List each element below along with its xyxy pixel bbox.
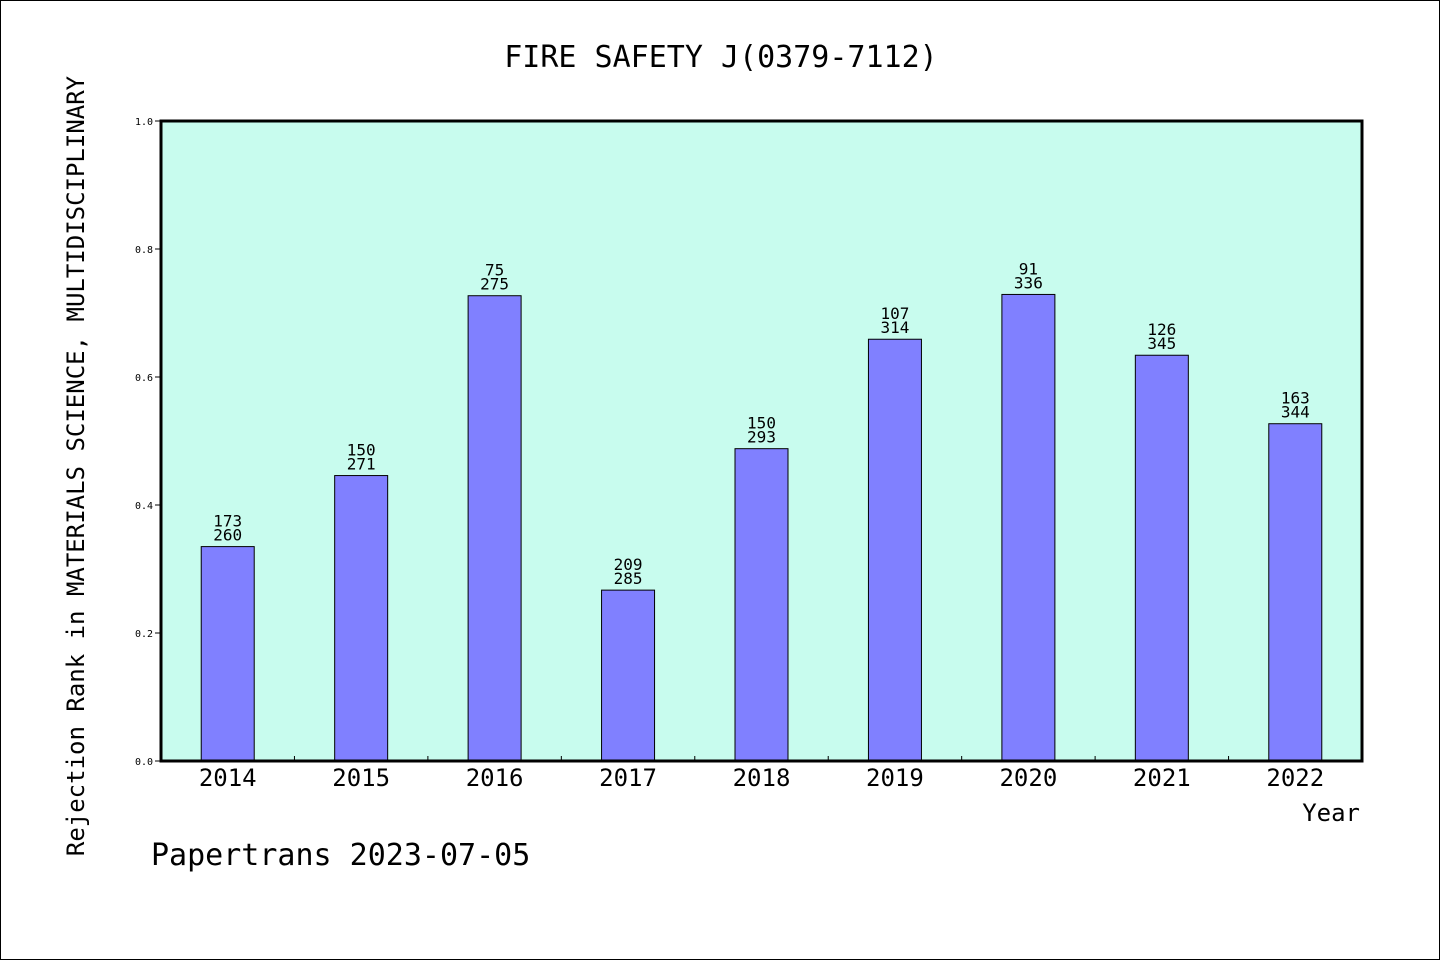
bar	[334, 475, 389, 762]
y-axis-label: Rejection Rank in MATERIALS SCIENCE, MUL…	[62, 75, 90, 856]
data-label-top: 91	[1019, 259, 1038, 278]
data-label-bottom: 275	[480, 275, 509, 294]
x-tick-label: 2019	[866, 764, 924, 792]
data-label-top: 163	[1281, 389, 1310, 408]
x-axis-label: Year	[1302, 799, 1360, 827]
data-label-bottom: 285	[614, 569, 643, 588]
data-label-top: 126	[1147, 320, 1176, 339]
bar	[1001, 293, 1056, 762]
data-label-top: 75	[485, 261, 504, 280]
x-tick-label: 2021	[1133, 764, 1191, 792]
x-tick-label: 2022	[1266, 764, 1324, 792]
x-axis: 2014 2015 2016 2017 2018 2019 2020 2021 2022	[199, 756, 1324, 792]
y-tick-label: 0.8	[135, 245, 153, 256]
y-tick-label: 0.0	[135, 757, 153, 768]
bar	[1268, 423, 1323, 762]
data-label-bottom: 344	[1281, 403, 1310, 422]
data-label-bottom: 293	[747, 428, 776, 447]
bar	[1134, 354, 1189, 762]
data-label-bottom: 314	[880, 318, 909, 337]
plot-frame	[159, 119, 1364, 763]
bar	[734, 448, 789, 762]
x-tick-label: 2017	[599, 764, 657, 792]
x-tick-label: 2015	[332, 764, 390, 792]
footer-credit: Papertrans 2023-07-05	[151, 838, 530, 873]
bars: 1732601502717527520928515029310731491336…	[200, 259, 1323, 762]
x-tick-label: 2018	[733, 764, 791, 792]
y-tick-label: 0.6	[135, 373, 153, 384]
x-tick-label: 2016	[466, 764, 524, 792]
x-tick-label: 2014	[199, 764, 257, 792]
data-label-top: 150	[747, 414, 776, 433]
data-label-top: 107	[880, 304, 909, 323]
data-label-top: 173	[213, 512, 242, 531]
chart-title: FIRE SAFETY J(0379-7112)	[504, 40, 937, 75]
x-tick-label: 2020	[999, 764, 1057, 792]
bar	[467, 295, 522, 762]
data-label-bottom: 345	[1147, 334, 1176, 353]
y-tick-label: 0.4	[135, 501, 153, 512]
y-axis: 0.0 0.2 0.4 0.6 0.8 1.0	[135, 117, 161, 768]
data-label-bottom: 260	[213, 526, 242, 545]
data-label-top: 209	[614, 555, 643, 574]
bar	[601, 589, 656, 762]
bar	[200, 546, 255, 762]
y-tick-label: 0.2	[135, 629, 153, 640]
data-label-bottom: 271	[347, 455, 376, 474]
bar	[867, 338, 922, 762]
y-tick-label: 1.0	[135, 117, 153, 128]
data-label-bottom: 336	[1014, 273, 1043, 292]
data-label-top: 150	[347, 441, 376, 460]
